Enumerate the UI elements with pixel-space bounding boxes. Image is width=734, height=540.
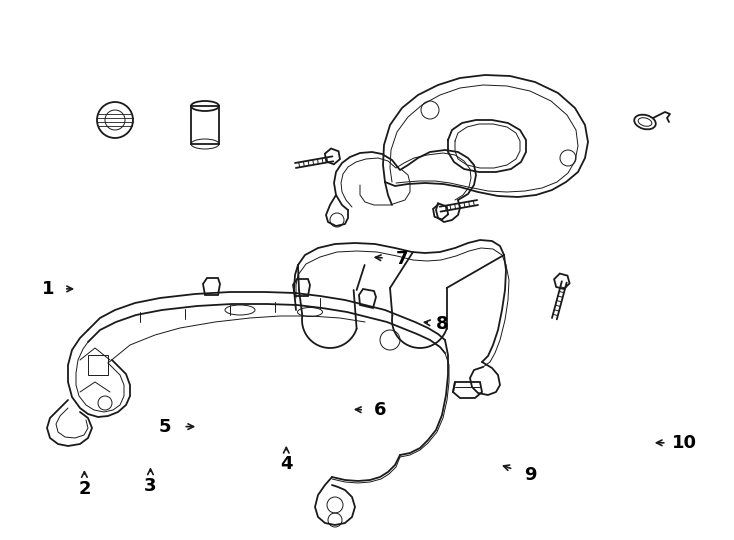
Text: 10: 10 — [672, 434, 697, 452]
Text: 4: 4 — [280, 455, 293, 474]
Text: 3: 3 — [144, 477, 157, 495]
Text: 2: 2 — [78, 480, 91, 498]
Text: 8: 8 — [436, 315, 449, 333]
Text: 7: 7 — [396, 250, 409, 268]
Text: 1: 1 — [41, 280, 54, 298]
Text: 6: 6 — [374, 401, 387, 420]
Text: 9: 9 — [524, 466, 537, 484]
Text: 5: 5 — [159, 417, 172, 436]
